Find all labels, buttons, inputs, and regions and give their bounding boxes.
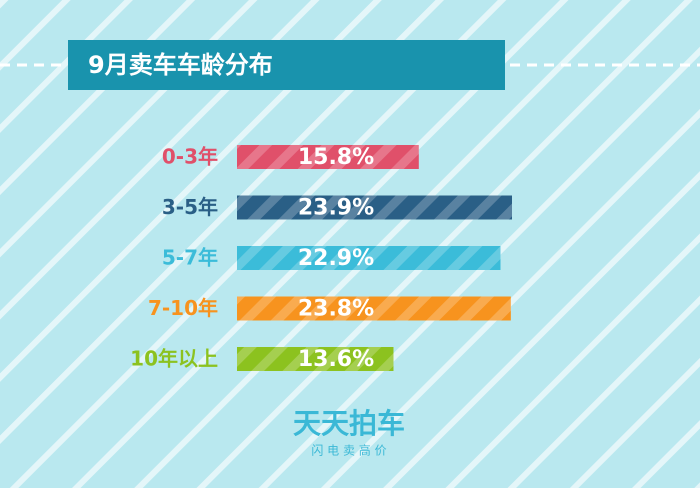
category-label: 7-10年	[148, 296, 218, 320]
value-label: 13.6%	[298, 347, 374, 372]
bar	[237, 296, 511, 321]
bar	[237, 246, 501, 270]
value-label: 23.8%	[298, 297, 374, 322]
category-label: 5-7年	[162, 246, 218, 270]
bar	[237, 145, 419, 169]
value-label: 22.9%	[298, 246, 374, 271]
logo: 天天拍车	[293, 407, 405, 440]
category-label: 3-5年	[162, 195, 218, 219]
slogan: 闪 电 卖 高 价	[311, 443, 386, 458]
chart-title: 9月卖车车龄分布	[88, 51, 273, 79]
bar	[237, 347, 394, 371]
value-label: 23.9%	[298, 196, 374, 221]
value-label: 15.8%	[298, 145, 374, 170]
title-banner	[68, 40, 505, 90]
category-label: 10年以上	[130, 347, 218, 371]
bar	[237, 195, 512, 220]
category-label: 0-3年	[162, 145, 218, 169]
